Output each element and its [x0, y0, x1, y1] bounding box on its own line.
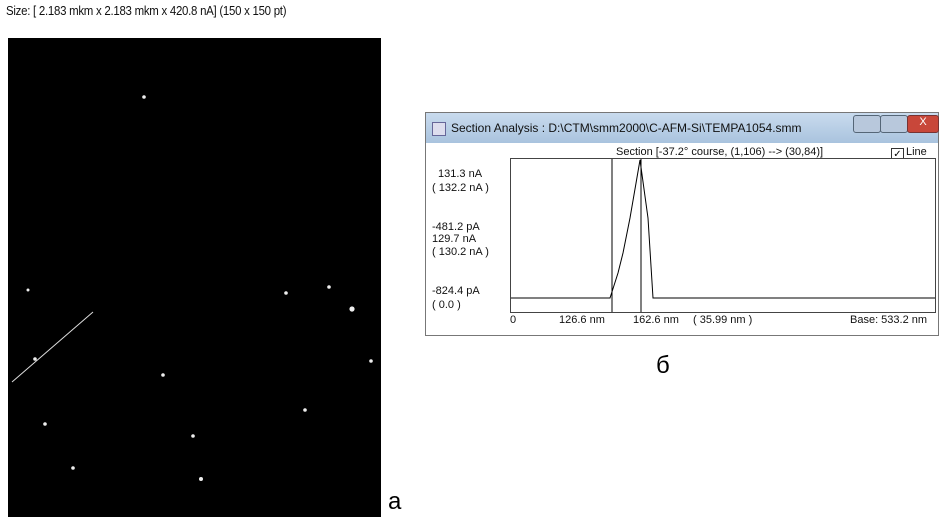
panel-label: а [388, 488, 401, 516]
axis-label: ( 132.2 nA ) [432, 182, 489, 194]
panel-label: б [656, 352, 670, 380]
window-icon [432, 122, 446, 136]
axis-label: ( 130.2 nA ) [432, 246, 489, 258]
size-caption: Size: [ 2.183 mkm x 2.183 mkm x 420.8 nA… [6, 3, 286, 18]
axis-label: 129.7 nA [432, 233, 476, 245]
maximize-button[interactable] [880, 115, 908, 133]
line-label[interactable]: Line [906, 146, 927, 158]
page: Size: [ 2.183 mkm x 2.183 mkm x 420.8 nA… [0, 0, 939, 517]
afm-image [8, 38, 381, 517]
close-button[interactable]: X [907, 115, 939, 133]
axis-label: -824.4 pA [432, 285, 480, 297]
x-label: ( 35.99 nm ) [693, 314, 752, 326]
minimize-button[interactable] [853, 115, 881, 133]
axis-label: ( 0.0 ) [432, 299, 461, 311]
profile-plot [510, 158, 936, 313]
x-label: 0 [510, 314, 516, 326]
x-label: 126.6 nm [559, 314, 605, 326]
section-caption: Section [-37.2° course, (1,106) --> (30,… [616, 146, 823, 158]
axis-label: -481.2 pA [432, 221, 480, 233]
x-label: 162.6 nm [633, 314, 679, 326]
title-bar: Section Analysis : D:\CTM\smm2000\C-AFM-… [426, 113, 938, 143]
axis-label: 131.3 nA [438, 168, 482, 180]
x-label: Base: 533.2 nm [850, 314, 927, 326]
section-window: Section Analysis : D:\CTM\smm2000\C-AFM-… [425, 112, 939, 336]
window-title: Section Analysis : D:\CTM\smm2000\C-AFM-… [451, 121, 802, 135]
